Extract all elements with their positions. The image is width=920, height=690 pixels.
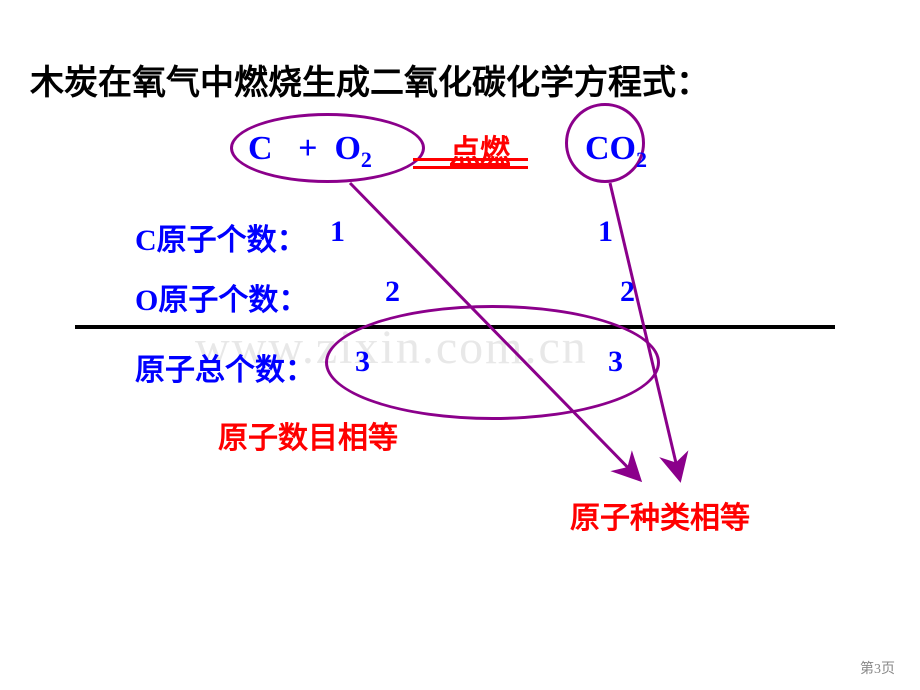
row-o-label: O原子个数： bbox=[135, 275, 308, 319]
equation-condition: 点燃 bbox=[450, 126, 510, 170]
row-c-val1: 1 bbox=[330, 215, 345, 249]
symbol-c: C bbox=[248, 130, 273, 167]
row-total-label: 原子总个数： bbox=[135, 345, 315, 389]
equation-left: C + O2 bbox=[248, 130, 372, 173]
equation-right: CO2 bbox=[585, 130, 647, 173]
ellipse-totals bbox=[325, 305, 660, 420]
symbol-co: CO bbox=[585, 130, 636, 167]
page-title: 木炭在氧气中燃烧生成二氧化碳化学方程式： bbox=[30, 55, 710, 104]
note-type-equal: 原子种类相等 bbox=[570, 493, 750, 537]
row-o-val1: 2 bbox=[385, 275, 400, 309]
page-number: 第3页 bbox=[860, 658, 895, 678]
symbol-o: O bbox=[334, 130, 360, 167]
symbol-co-sub: 2 bbox=[636, 147, 647, 172]
symbol-o-sub: 2 bbox=[361, 147, 372, 172]
row-o-val2: 2 bbox=[620, 275, 635, 309]
symbol-plus: + bbox=[290, 130, 326, 167]
row-c-val2: 1 bbox=[598, 215, 613, 249]
note-count-equal: 原子数目相等 bbox=[218, 413, 398, 457]
row-c-label: C原子个数： bbox=[135, 215, 307, 259]
